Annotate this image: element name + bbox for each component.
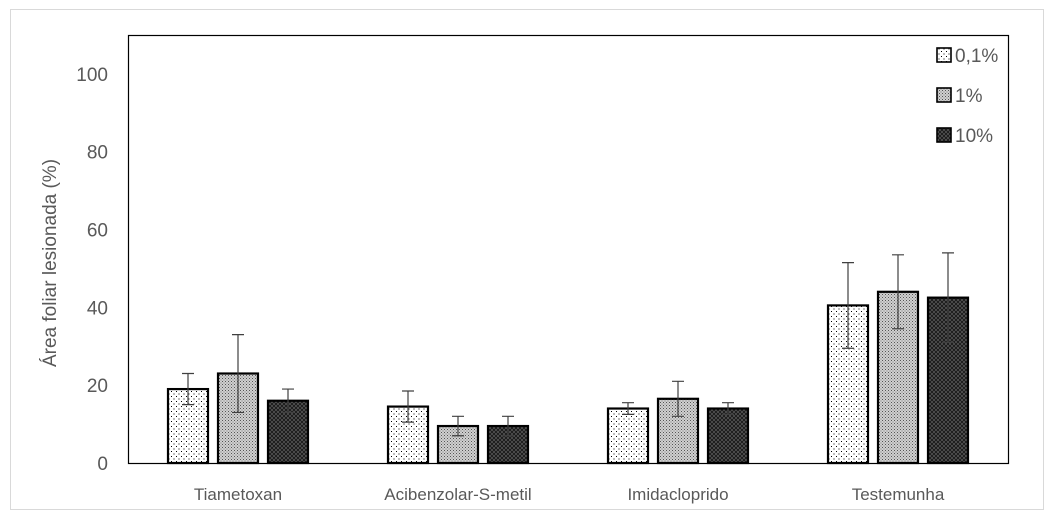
error-bar	[892, 254, 904, 330]
error-bar	[402, 390, 414, 423]
error-bar	[622, 402, 634, 415]
legend-label: 0,1%	[955, 46, 998, 67]
legend-swatch	[936, 127, 952, 143]
y-tick-label: 80	[87, 143, 108, 164]
x-tick-labels: Tiametoxan Acibenzolar-S-metil Imidaclopri…	[194, 485, 945, 504]
y-tick-label: 100	[76, 65, 108, 86]
x-tick-label: Acibenzolar-S-metil	[384, 485, 531, 504]
error-bar	[942, 252, 954, 343]
legend-swatch	[936, 87, 952, 103]
y-tick-label: 0	[97, 454, 108, 475]
x-tick-label: Testemunha	[852, 485, 945, 504]
y-tick-label: 60	[87, 221, 108, 242]
y-tick-labels: 0 20 40 60 80 100	[76, 65, 108, 475]
bar-imidacloprido-3	[706, 407, 750, 465]
legend-label: 10%	[955, 126, 993, 147]
error-bar	[452, 415, 464, 437]
error-bars	[182, 252, 954, 437]
error-bar	[232, 334, 244, 414]
error-bar	[282, 388, 294, 414]
y-tick-label: 20	[87, 376, 108, 397]
error-bar	[182, 372, 194, 406]
error-bar	[672, 380, 684, 417]
x-tick-label: Tiametoxan	[194, 485, 282, 504]
bar-testemunha-1	[826, 304, 870, 465]
bar-acibenzolar-s-metil-2	[436, 424, 480, 465]
legend: 0,1% 1% 10%	[936, 46, 998, 147]
plot-area	[127, 34, 1010, 465]
error-bar	[722, 402, 734, 415]
error-bar	[502, 415, 514, 437]
bar-imidacloprido-1	[606, 407, 650, 465]
y-tick-label: 40	[87, 298, 108, 319]
legend-label: 1%	[955, 86, 983, 107]
y-axis-title: Área foliar lesionada (%)	[40, 159, 61, 367]
error-bar	[842, 262, 854, 349]
legend-swatch	[936, 47, 952, 63]
x-tick-label: Imidacloprido	[627, 485, 728, 504]
bar-testemunha-3	[926, 296, 970, 465]
